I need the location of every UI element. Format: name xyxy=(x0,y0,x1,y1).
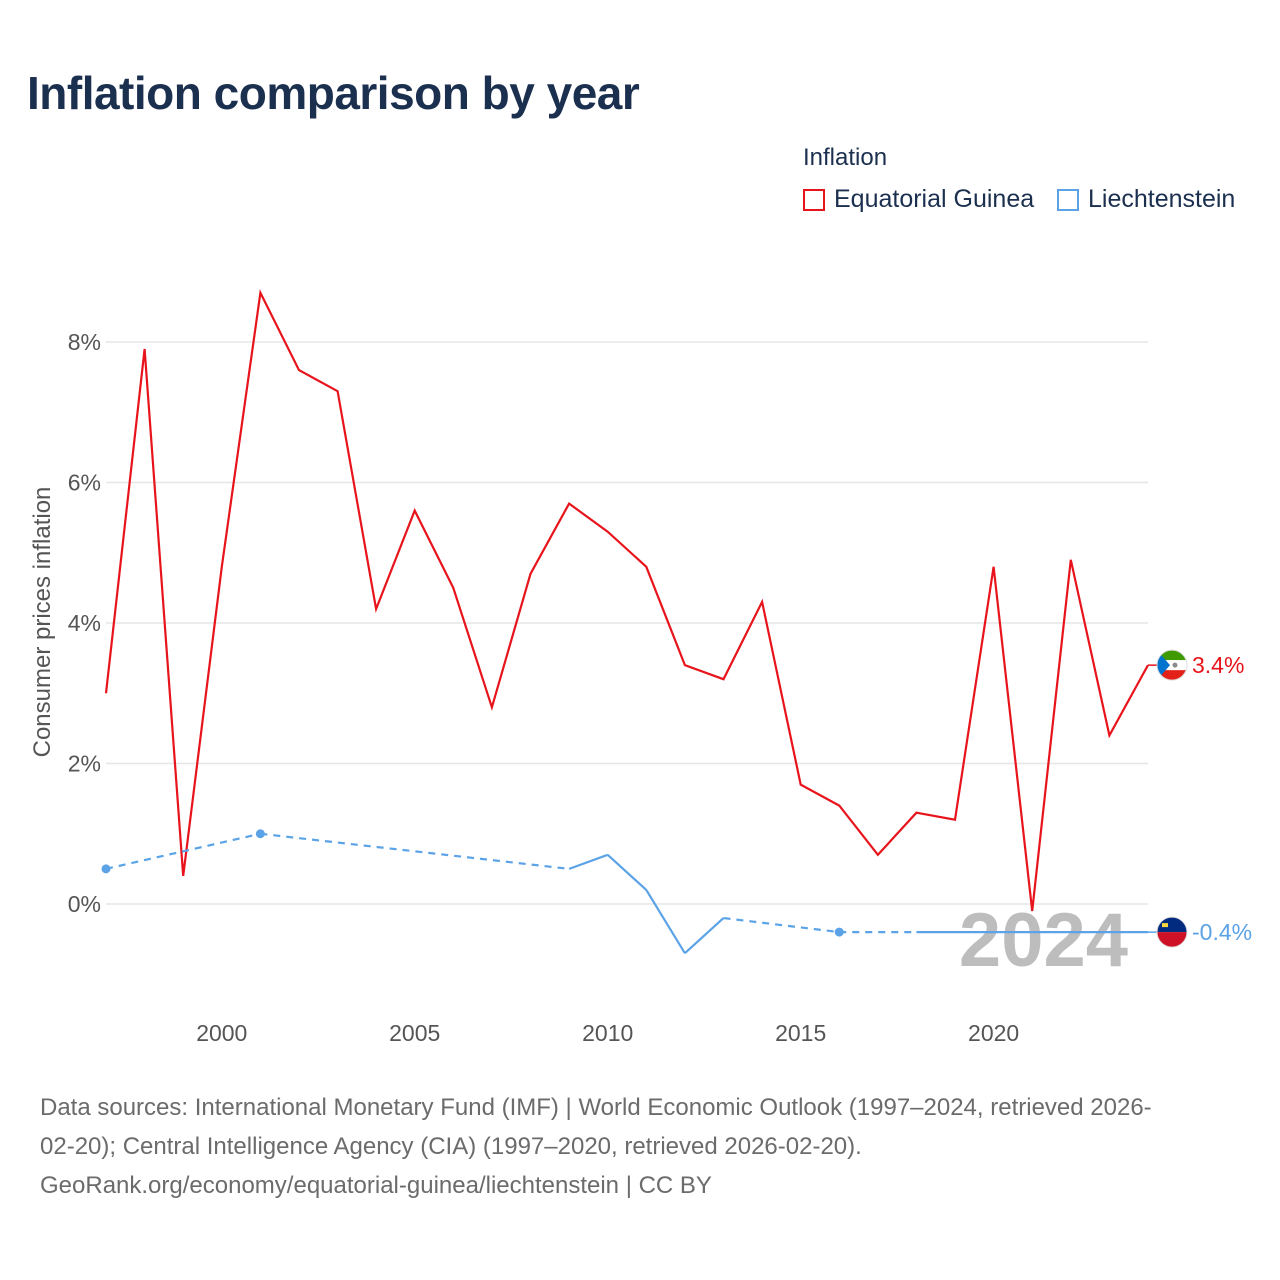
flag-stripe-blue xyxy=(1157,917,1187,933)
x-tick-label: 2020 xyxy=(968,1020,1019,1046)
flag-equatorial-guinea-icon xyxy=(1156,649,1188,681)
series-line-equatorial-guinea xyxy=(104,289,1149,912)
data-sources: Data sources: International Monetary Fun… xyxy=(40,1088,1250,1205)
gridlines xyxy=(106,341,1148,905)
end-value-label: 3.4% xyxy=(1192,652,1244,678)
flag-outline xyxy=(1156,649,1188,681)
series-segment-liechtenstein xyxy=(645,889,686,954)
y-tick-label: 4% xyxy=(68,610,101,636)
y-axis-label: Consumer prices inflation xyxy=(29,487,56,758)
flag-emblem xyxy=(1172,662,1178,668)
marker-liechtenstein xyxy=(834,927,844,937)
flag-body xyxy=(1157,650,1187,681)
flag-triangle-blue xyxy=(1157,650,1170,681)
flag-outline xyxy=(1156,916,1188,948)
flag-stripe-white xyxy=(1157,660,1187,671)
legend-title: Inflation xyxy=(803,144,888,171)
legend-swatch-equatorial-guinea xyxy=(803,188,825,211)
flag-body xyxy=(1157,917,1187,948)
x-tick-label: 2015 xyxy=(775,1020,826,1046)
legend-label-equatorial-guinea: Equatorial Guinea xyxy=(834,185,1035,213)
marker-liechtenstein xyxy=(101,864,111,874)
series-segment-liechtenstein xyxy=(260,832,570,870)
series-segment-liechtenstein xyxy=(105,832,261,870)
series-layer xyxy=(101,289,1149,954)
legend-item-equatorial-guinea[interactable]: Equatorial Guinea xyxy=(803,185,1034,214)
flag-liechtenstein-icon xyxy=(1156,916,1188,948)
sources-line-1: Data sources: International Monetary Fun… xyxy=(40,1094,1152,1121)
y-tick-label: 6% xyxy=(68,470,101,496)
flag-stripe-red xyxy=(1157,932,1187,948)
series-segment-liechtenstein xyxy=(684,917,725,954)
flag-stripe-green xyxy=(1157,650,1187,661)
flag-stripe-red xyxy=(1157,670,1187,681)
series-segment-liechtenstein xyxy=(606,854,648,891)
end-value-label: -0.4% xyxy=(1192,919,1252,945)
legend-swatch-liechtenstein xyxy=(1057,188,1079,211)
y-axis-ticks: 0% 2% 4% 6% 8% xyxy=(68,329,101,917)
y-tick-label: 2% xyxy=(68,751,101,777)
legend-label-liechtenstein: Liechtenstein xyxy=(1088,185,1236,213)
chart-title: Inflation comparison by year xyxy=(27,67,640,119)
series-segment-liechtenstein xyxy=(723,916,840,934)
sources-line-2: 02-20); Central Intelligence Agency (CIA… xyxy=(40,1133,862,1160)
y-tick-label: 0% xyxy=(68,891,101,917)
chart-area: 0% 2% 4% 6% 8% 2000 2005 2010 2015 2020 Consumer… xyxy=(29,289,1252,1046)
legend-item-liechtenstein[interactable]: Liechtenstein xyxy=(1057,185,1235,214)
end-labels: 3.4% -0.4% xyxy=(1148,649,1252,948)
x-tick-label: 2000 xyxy=(196,1020,247,1046)
marker-liechtenstein xyxy=(255,829,265,839)
x-tick-label: 2005 xyxy=(389,1020,440,1046)
sources-link[interactable]: GeoRank.org/economy/equatorial-guinea/li… xyxy=(40,1172,712,1199)
x-tick-label: 2010 xyxy=(582,1020,633,1046)
flag-crown xyxy=(1162,923,1168,928)
year-watermark: 2024 xyxy=(959,898,1128,983)
series-segment-liechtenstein xyxy=(568,853,609,870)
x-axis-ticks: 2000 2005 2010 2015 2020 xyxy=(196,1020,1019,1046)
y-tick-label: 8% xyxy=(68,329,101,355)
